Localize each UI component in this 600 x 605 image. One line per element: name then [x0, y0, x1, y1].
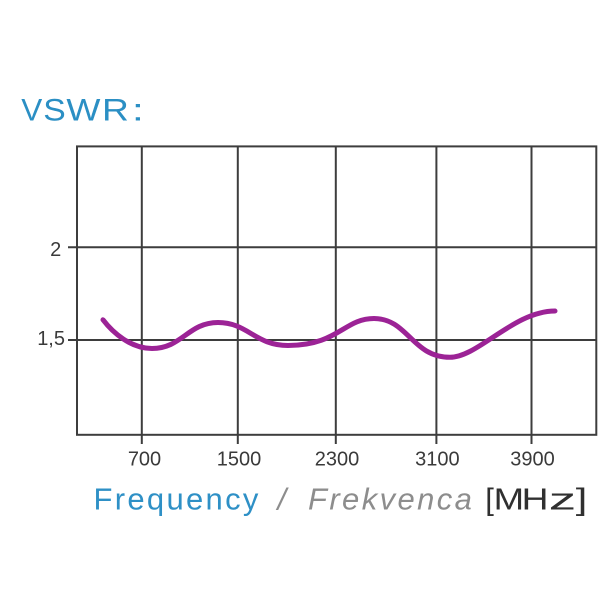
- svg-text:3900: 3900: [510, 448, 555, 470]
- svg-text:/: /: [276, 482, 290, 517]
- svg-text:700: 700: [128, 448, 161, 470]
- svg-text:2: 2: [50, 239, 61, 261]
- svg-text:1500: 1500: [217, 448, 262, 470]
- svg-text:Frequency: Frequency: [94, 482, 261, 517]
- svg-text:2300: 2300: [315, 448, 360, 470]
- svg-text:]: ]: [576, 481, 587, 516]
- svg-text:3100: 3100: [415, 448, 460, 470]
- svg-text:V: V: [21, 92, 42, 128]
- svg-text:z: z: [549, 482, 576, 516]
- svg-text:Frekvenca: Frekvenca: [308, 482, 474, 517]
- svg-text:[: [: [485, 482, 494, 517]
- svg-text:W: W: [66, 93, 100, 128]
- svg-text:R: R: [102, 93, 129, 128]
- svg-text:H: H: [522, 482, 549, 516]
- svg-text:S: S: [43, 92, 65, 128]
- svg-text:M: M: [494, 482, 524, 517]
- svg-text:1,5: 1,5: [37, 328, 65, 350]
- svg-text::: :: [132, 93, 144, 128]
